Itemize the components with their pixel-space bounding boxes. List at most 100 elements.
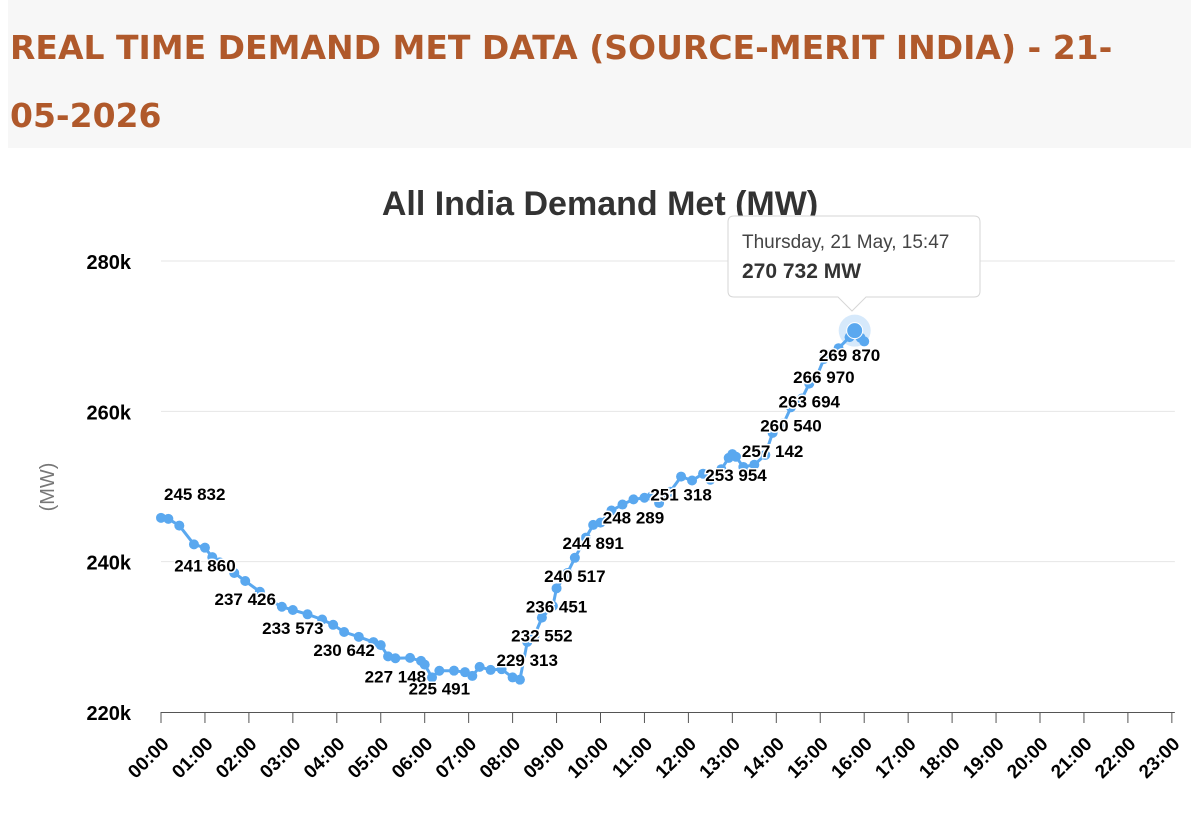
- series-point[interactable]: [353, 631, 364, 642]
- data-label: 240 517: [544, 567, 605, 586]
- series-point[interactable]: [859, 336, 870, 347]
- x-tick-label: 00:00: [124, 734, 173, 783]
- series-point[interactable]: [419, 659, 430, 670]
- x-tick-label: 09:00: [520, 734, 569, 783]
- series-points[interactable]: [156, 314, 871, 685]
- series-point[interactable]: [654, 498, 665, 509]
- series-point[interactable]: [687, 475, 698, 486]
- series-point[interactable]: [698, 468, 709, 479]
- series-point[interactable]: [317, 614, 328, 625]
- tooltip-value: 270 732 MW: [742, 260, 861, 283]
- series-point[interactable]: [214, 557, 225, 568]
- x-tick-label: 05:00: [344, 734, 393, 783]
- data-label: 233 573: [262, 619, 323, 638]
- x-tick-label: 06:00: [388, 734, 437, 783]
- series-point[interactable]: [767, 427, 778, 438]
- series-point[interactable]: [522, 636, 533, 647]
- data-label: 248 289: [603, 508, 664, 527]
- series-line: [160, 329, 866, 682]
- x-tick-label: 22:00: [1091, 734, 1140, 783]
- data-label: 229 313: [497, 651, 558, 670]
- data-label: 237 426: [215, 590, 276, 609]
- x-tick-label: 01:00: [168, 734, 217, 783]
- series-point[interactable]: [156, 512, 166, 523]
- series-point[interactable]: [529, 630, 540, 641]
- series-point[interactable]: [514, 674, 525, 685]
- series-point[interactable]: [833, 343, 844, 354]
- x-tick-label: 07:00: [432, 734, 481, 783]
- series-point[interactable]: [749, 459, 760, 470]
- series-point[interactable]: [826, 349, 837, 360]
- series-point[interactable]: [796, 393, 807, 404]
- data-label: 257 142: [742, 442, 803, 461]
- x-tick-label: 04:00: [300, 734, 349, 783]
- series-point[interactable]: [496, 664, 507, 675]
- data-label: 230 642: [313, 641, 374, 660]
- tooltip-date: Thursday, 21 May, 15:47: [742, 232, 949, 253]
- series-point[interactable]: [665, 486, 676, 497]
- series-point[interactable]: [628, 494, 639, 505]
- series-point[interactable]: [716, 464, 727, 475]
- x-tick-label: 20:00: [1003, 734, 1052, 783]
- series-point[interactable]: [551, 583, 562, 594]
- hover-point[interactable]: [846, 322, 864, 340]
- series-point[interactable]: [738, 461, 749, 472]
- series-point[interactable]: [199, 542, 210, 553]
- x-tick-label: 21:00: [1047, 734, 1096, 783]
- series-point[interactable]: [606, 505, 617, 516]
- series-point[interactable]: [188, 539, 199, 550]
- series-point[interactable]: [240, 576, 251, 587]
- x-tick-label: 08:00: [476, 734, 525, 783]
- tooltip-box: [727, 215, 981, 312]
- data-label: 244 891: [562, 534, 623, 553]
- series-point[interactable]: [705, 474, 716, 485]
- series-point[interactable]: [569, 552, 580, 563]
- series-point[interactable]: [302, 609, 313, 620]
- series-point[interactable]: [562, 567, 573, 578]
- series-point[interactable]: [449, 665, 459, 676]
- series-point[interactable]: [676, 471, 687, 482]
- series-point[interactable]: [778, 418, 789, 429]
- series-point[interactable]: [485, 664, 496, 675]
- data-label: 227 148: [365, 667, 426, 686]
- series-point[interactable]: [595, 517, 606, 528]
- series-point[interactable]: [474, 661, 485, 672]
- series-point[interactable]: [375, 640, 386, 651]
- series-point[interactable]: [265, 595, 276, 606]
- series-point[interactable]: [818, 353, 829, 364]
- series-point[interactable]: [328, 619, 339, 630]
- series-point[interactable]: [229, 567, 240, 578]
- data-label: 225 491: [409, 680, 470, 699]
- series-point[interactable]: [390, 653, 401, 664]
- series-point[interactable]: [434, 665, 445, 676]
- y-tick-label: 260k: [87, 402, 132, 424]
- grid-lines: [161, 260, 1175, 713]
- series-point[interactable]: [804, 378, 815, 389]
- y-tick-labels: 220k 240k 260k 280k: [87, 252, 132, 725]
- series-point[interactable]: [276, 601, 287, 612]
- x-tick-label: 02:00: [212, 734, 261, 783]
- series-point[interactable]: [811, 371, 822, 382]
- series-point[interactable]: [427, 672, 438, 683]
- series-point[interactable]: [547, 601, 558, 612]
- series-point[interactable]: [254, 586, 265, 597]
- series-point[interactable]: [287, 604, 298, 615]
- series-point[interactable]: [731, 451, 742, 462]
- series-point[interactable]: [760, 449, 771, 460]
- series-point[interactable]: [467, 670, 478, 681]
- series-point[interactable]: [339, 627, 350, 638]
- x-tick-label: 16:00: [828, 734, 877, 783]
- data-label: 236 451: [526, 597, 587, 616]
- series-point[interactable]: [207, 552, 218, 563]
- data-labels: 245 832 241 860 237 426 233 573 230 642 227 1…: [163, 345, 882, 701]
- series-point[interactable]: [785, 402, 796, 413]
- series-point[interactable]: [580, 532, 591, 543]
- y-tick-label: 240k: [87, 553, 132, 575]
- series-point[interactable]: [405, 652, 416, 663]
- series-point[interactable]: [536, 612, 547, 623]
- series-point[interactable]: [646, 491, 657, 502]
- series-point[interactable]: [174, 520, 185, 531]
- series-point[interactable]: [617, 499, 628, 510]
- series-point[interactable]: [163, 513, 174, 524]
- x-tick-label: 18:00: [915, 734, 964, 783]
